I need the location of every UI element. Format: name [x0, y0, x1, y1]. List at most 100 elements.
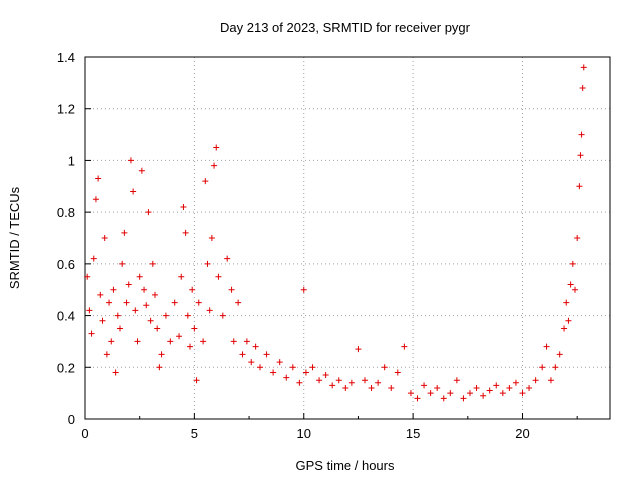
data-point	[578, 131, 585, 138]
data-point	[512, 379, 519, 386]
data-point	[224, 255, 231, 262]
data-point	[235, 299, 242, 306]
data-point	[316, 377, 323, 384]
data-point	[92, 196, 99, 203]
data-point	[136, 273, 143, 280]
y-tick-label: 0.4	[57, 309, 75, 324]
y-tick-label: 1.2	[57, 102, 75, 117]
x-axis-label: GPS time / hours	[296, 458, 395, 473]
data-point	[213, 144, 220, 151]
data-point	[543, 343, 550, 350]
y-tick-label: 0.6	[57, 257, 75, 272]
data-point	[99, 317, 106, 324]
y-tick-label: 0.2	[57, 360, 75, 375]
data-point	[228, 286, 235, 293]
data-point	[106, 299, 113, 306]
data-point	[119, 260, 126, 267]
data-point	[200, 338, 207, 345]
data-point	[117, 325, 123, 332]
data-point	[138, 167, 145, 174]
data-point	[381, 364, 388, 371]
data-point	[567, 281, 574, 288]
data-point	[296, 379, 303, 386]
data-point	[375, 379, 382, 386]
data-points	[84, 64, 587, 402]
data-point	[90, 255, 97, 262]
data-point	[204, 260, 211, 267]
data-point	[519, 390, 526, 397]
data-point	[215, 273, 222, 280]
data-point	[329, 382, 336, 389]
data-point	[289, 364, 296, 371]
plot-frame	[84, 56, 611, 420]
x-tick-label: 5	[191, 426, 198, 441]
data-point	[453, 377, 460, 384]
data-point	[569, 260, 576, 267]
data-point	[152, 291, 158, 298]
data-point	[110, 286, 117, 293]
data-point	[88, 330, 95, 337]
data-point	[302, 369, 309, 376]
x-tick-label: 15	[406, 426, 420, 441]
data-point	[407, 390, 414, 397]
data-point	[84, 273, 91, 280]
data-point	[499, 390, 506, 397]
data-point	[579, 85, 586, 92]
data-point	[283, 374, 290, 381]
data-point	[86, 307, 93, 314]
data-point	[547, 377, 554, 384]
data-point	[171, 299, 178, 306]
data-point	[506, 384, 513, 391]
data-point	[252, 343, 259, 350]
data-point	[156, 364, 163, 371]
data-point	[414, 395, 421, 402]
data-point	[563, 299, 570, 306]
data-point	[178, 273, 185, 280]
data-point	[123, 299, 130, 306]
data-point	[182, 229, 189, 236]
data-point	[493, 382, 500, 389]
data-point	[184, 312, 191, 319]
data-point	[276, 359, 283, 366]
data-point	[149, 260, 156, 267]
data-point	[539, 364, 546, 371]
data-point	[143, 302, 150, 309]
data-point	[130, 188, 137, 195]
data-point	[561, 325, 568, 332]
data-point	[162, 312, 169, 319]
data-point	[145, 209, 152, 216]
x-tick-label: 20	[515, 426, 529, 441]
data-point	[187, 343, 193, 350]
data-point	[211, 162, 218, 169]
x-tick-labels: 0 5 10 15 20	[81, 426, 529, 441]
data-point	[112, 369, 119, 376]
data-point	[248, 359, 255, 366]
y-tick-label: 1	[68, 153, 75, 168]
data-point	[348, 379, 355, 386]
data-point	[158, 351, 165, 358]
data-point	[434, 384, 441, 391]
data-point	[556, 351, 563, 358]
data-point	[132, 307, 139, 314]
data-point	[189, 286, 196, 293]
data-point	[167, 338, 174, 345]
data-point	[239, 351, 246, 358]
data-point	[243, 338, 250, 345]
data-point	[427, 390, 434, 397]
y-tick-label: 0	[68, 412, 75, 427]
data-point	[467, 390, 473, 397]
data-point	[368, 384, 375, 391]
x-tick-label: 10	[297, 426, 311, 441]
data-point	[480, 392, 487, 399]
data-point	[309, 364, 316, 371]
data-point	[191, 325, 198, 332]
data-point	[121, 229, 128, 236]
data-point	[342, 384, 349, 391]
data-point	[202, 178, 209, 185]
data-point	[95, 175, 102, 182]
data-point	[127, 157, 134, 164]
axis-ticks	[84, 56, 578, 420]
data-point	[552, 364, 559, 371]
